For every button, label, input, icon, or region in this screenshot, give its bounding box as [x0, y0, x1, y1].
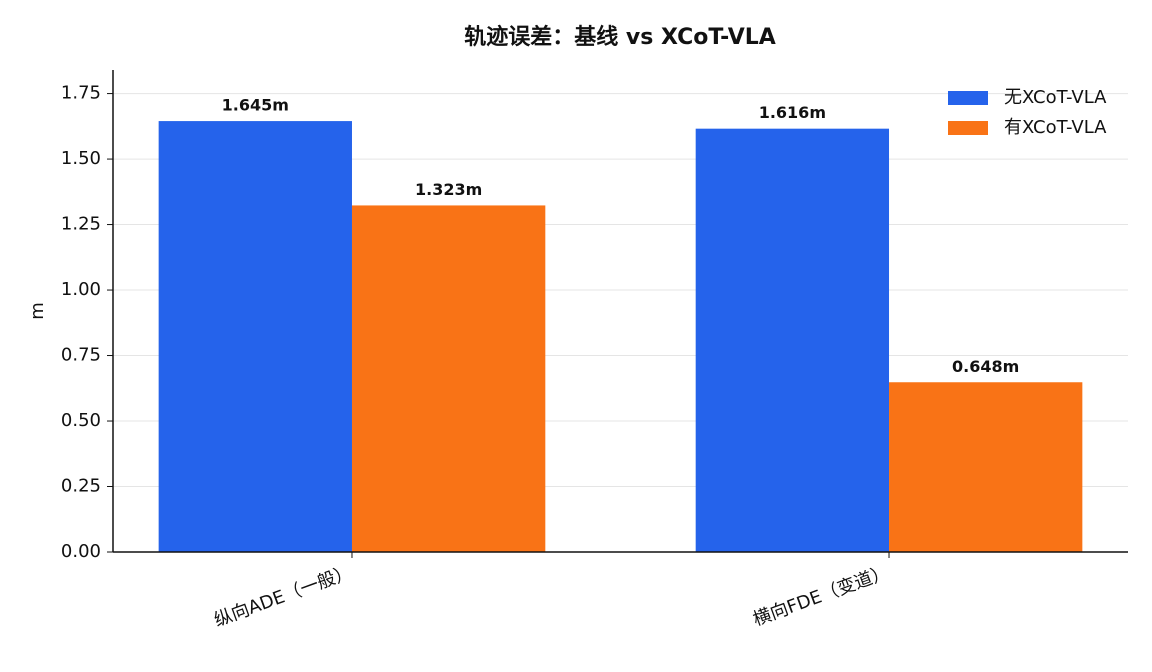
value-label: 1.645m	[222, 96, 289, 115]
value-label: 0.648m	[952, 357, 1019, 376]
legend-label: 有XCoT-VLA	[1004, 117, 1107, 138]
x-tick-label: 横向FDE（变道）	[750, 562, 892, 631]
bar	[351, 205, 546, 552]
y-tick-label: 0.75	[61, 345, 101, 366]
y-tick-label: 1.00	[61, 279, 101, 300]
y-axis-label: m	[27, 302, 48, 320]
value-label: 1.323m	[415, 180, 482, 199]
bar	[158, 121, 352, 553]
y-tick-label: 0.50	[61, 410, 101, 431]
y-tick-label: 0.25	[61, 476, 101, 497]
value-label: 1.616m	[759, 103, 826, 122]
y-tick-label: 1.50	[61, 148, 101, 169]
chart-title: 轨迹误差：基线 vs XCoT-VLA	[464, 24, 776, 50]
bar	[889, 382, 1083, 552]
y-tick-label: 0.00	[61, 541, 101, 562]
y-tick-label: 1.75	[61, 83, 101, 104]
y-tick-label: 1.25	[61, 214, 101, 235]
x-tick-label: 纵向ADE（一般）	[211, 562, 355, 632]
legend-swatch	[948, 91, 988, 105]
legend-label: 无XCoT-VLA	[1004, 87, 1107, 108]
legend-swatch	[948, 121, 988, 135]
bar	[695, 128, 890, 552]
